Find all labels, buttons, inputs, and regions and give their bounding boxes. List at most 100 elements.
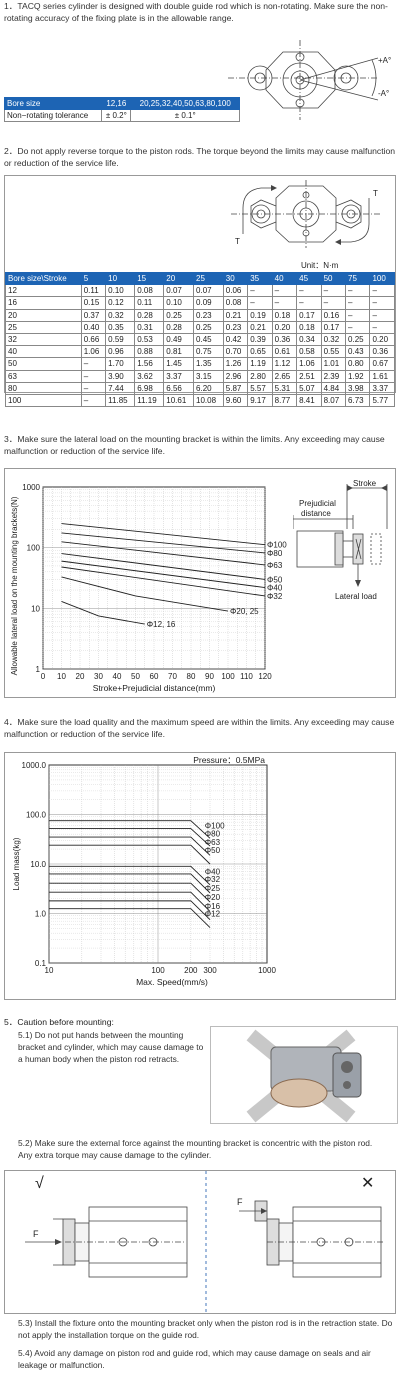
table-header-cell: 5: [80, 271, 107, 286]
section5-title: 5．Caution before mounting:: [4, 1017, 114, 1027]
table-cell: 1.92: [345, 369, 371, 383]
caution-5-3: 5.3) Install the fixture onto the mounti…: [18, 1318, 393, 1340]
series-label: Φ63: [205, 838, 221, 847]
table-header-cell: 15: [134, 271, 165, 286]
table-cell: 0.80: [345, 357, 371, 371]
table-cell: Non−rotating tolerance: [3, 109, 103, 123]
minus-a-label: -A°: [378, 89, 389, 98]
table-cell: 80: [5, 381, 82, 395]
table-cell: 0.49: [163, 332, 195, 347]
table-cell: 0.53: [134, 332, 165, 347]
y-tick-label: 1.0: [35, 910, 47, 919]
distance-label: distance: [301, 509, 331, 518]
table-cell: 0.12: [105, 296, 136, 310]
table-cell: 1.19: [247, 357, 273, 371]
table-cell: 32: [5, 332, 82, 347]
lateral-load-panel: 0 10 20 30 40 50 60 70 80 90 100 110 120 1 10 100 1000 St…: [4, 468, 396, 698]
table-cell: 0.07: [193, 284, 224, 298]
table-cell: 9.60: [222, 393, 249, 408]
table-cell: 100: [5, 393, 82, 408]
table-cell: 1.70: [105, 357, 136, 371]
y-axis-label: Allowable lateral load on the mounting b…: [10, 496, 19, 675]
series-label: Φ20: [205, 893, 221, 902]
series-line: [49, 882, 211, 903]
table-cell: 4.84: [320, 381, 347, 395]
x-tick-label: 120: [258, 672, 272, 681]
table-header-cell: 35: [247, 271, 273, 286]
section2-text: 2．Do not apply reverse torque to the pis…: [4, 146, 396, 169]
table-cell: 0.10: [163, 296, 195, 310]
table-cell: 12: [5, 284, 82, 298]
table-cell: 40: [5, 345, 82, 359]
table-row: 12 0.11 0.10 0.08 0.07 0.07 0.06– – – – – –: [5, 284, 395, 298]
table-cell: 0.09: [193, 296, 224, 310]
table-cell: –: [345, 320, 371, 334]
table-header-cell: 10: [105, 271, 136, 286]
concentric-force-diagram: F F: [25, 1171, 385, 1313]
lateral-load-label: Lateral load: [335, 592, 377, 601]
table-cell: 5.07: [296, 381, 322, 395]
concentric-force-panel: √ ✕ F F: [4, 1170, 396, 1314]
table-cell: 5.87: [222, 381, 249, 395]
table-cell: 2.51: [296, 369, 322, 383]
table-cell: 3.15: [193, 369, 224, 383]
table-cell: 0.58: [296, 345, 322, 359]
x-tick-label: 100: [151, 966, 165, 975]
table-cell: 10.08: [193, 393, 224, 408]
table-header-cell: 45: [296, 271, 322, 286]
series-line: [61, 560, 266, 589]
table-cell: –: [80, 393, 107, 408]
table-cell: 3.62: [134, 369, 165, 383]
stroke-label: Stroke: [353, 479, 377, 488]
table-row: 100–11.85 11.19 10.61 10.08 9.60 9.17 8.77 8.41…: [5, 393, 395, 408]
table-cell: 1.61: [369, 369, 395, 383]
table-cell: 3.37: [163, 369, 195, 383]
table-row: 50–1.70 1.56 1.45 1.35 1.26 1.19 1.12 1.06 1.01 0…: [5, 357, 395, 371]
table-cell: 0.32: [105, 308, 136, 322]
reverse-torque-table: Bore size\Stroke 5 10 15 20 25 30 35 40 45 50 75 100…: [5, 271, 395, 408]
table-header-cell: 20: [163, 271, 195, 286]
series-label: Φ100: [267, 541, 287, 550]
series-label: Φ80: [205, 830, 221, 839]
y-tick-label: 100: [27, 544, 41, 553]
table-cell: 9.17: [247, 393, 273, 408]
table-cell: 1.06: [296, 357, 322, 371]
table-cell: 0.11: [134, 296, 165, 310]
x-tick-label: 70: [168, 672, 177, 681]
series-label: Φ63: [267, 561, 283, 570]
non-rotating-tolerance-table: Bore size 12,16 20,25,32,40,50,63,80,100…: [3, 96, 240, 123]
series-line: [49, 891, 211, 912]
table-header-cell: 50: [320, 271, 347, 286]
table-cell: 11.85: [105, 393, 136, 408]
table-cell: 0.40: [80, 320, 107, 334]
y-tick-label: 1000: [22, 483, 40, 492]
series-label: Φ40: [267, 584, 283, 593]
prejudicial-label: Prejudicial: [299, 499, 336, 508]
caution-5-2: 5.2) Make sure the external force agains…: [18, 1138, 373, 1160]
y-tick-label: 100.0: [26, 811, 47, 820]
table-cell: 0.32: [320, 332, 347, 347]
x-tick-label: 60: [150, 672, 159, 681]
x-tick-label: 80: [187, 672, 196, 681]
table-cell: 0.16: [320, 308, 347, 322]
x-tick-label: 90: [205, 672, 214, 681]
x-tick-label: 200: [184, 966, 198, 975]
caution-5-1: 5.1) Do not put hands between the mounti…: [18, 1030, 204, 1064]
table-cell: –: [369, 296, 395, 310]
table-cell: 0.42: [222, 332, 249, 347]
table-row: 80–7.44 6.98 6.56 6.20 5.87 5.57 5.31 5.07 4.84 3…: [5, 381, 395, 395]
table-cell: –: [345, 308, 371, 322]
series-line: [49, 900, 211, 921]
series-label: Φ12, 16: [147, 620, 176, 629]
y-tick-label: 0.1: [35, 959, 47, 968]
torque-left-label: T: [235, 237, 240, 246]
table-cell: 0.15: [80, 296, 107, 310]
table-cell: 1.35: [193, 357, 224, 371]
series-label: Φ32: [267, 592, 283, 601]
table-cell: 20: [5, 308, 82, 322]
y-tick-label: 1: [36, 665, 41, 674]
series-label: Φ25: [205, 884, 221, 893]
table-cell: 0.45: [193, 332, 224, 347]
table-cell: 50: [5, 357, 82, 371]
table-cell: 63: [5, 369, 82, 383]
